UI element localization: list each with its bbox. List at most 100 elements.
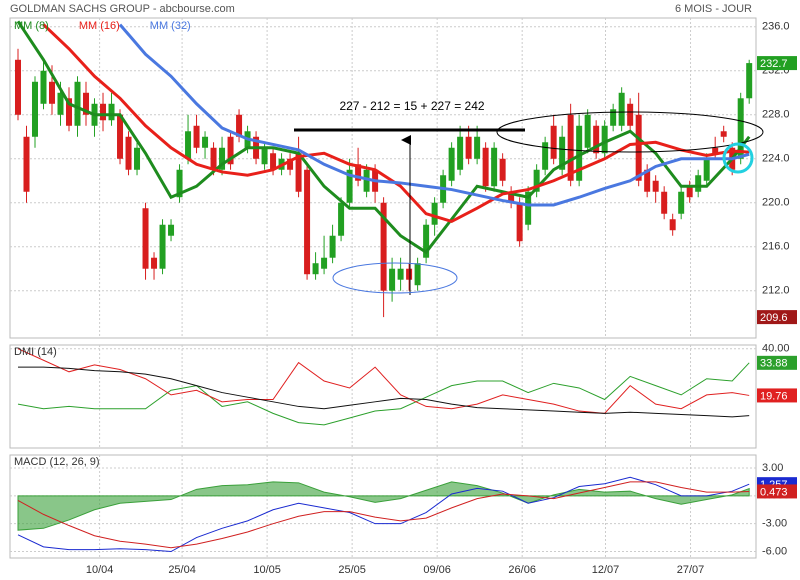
candle-body (108, 103, 115, 121)
price-marker-label: 209.6 (760, 312, 788, 324)
annotation-ellipse (332, 262, 458, 294)
candle-body (380, 202, 387, 291)
candle-body (185, 131, 192, 159)
candle-body (542, 142, 549, 170)
panel-frame (9, 17, 757, 339)
candle-body (168, 224, 175, 236)
candle-body (678, 191, 685, 214)
candle-body (610, 109, 617, 126)
chart-title: GOLDMAN SACHS GROUP - abcbourse.com (10, 3, 235, 15)
last-value-box (757, 355, 797, 370)
last-value-label: 0.473 (760, 486, 788, 498)
candle-body (601, 125, 608, 154)
candle-body (151, 257, 158, 269)
candle-body (584, 114, 591, 148)
chart-subtitle: 6 MOIS - JOUR (675, 3, 752, 15)
last-price-box (757, 56, 797, 71)
candle-body (550, 125, 557, 159)
candle-body (703, 158, 710, 181)
candle-body (499, 158, 506, 181)
histogram-area (17, 481, 750, 531)
candle-body (414, 263, 421, 286)
y-tick-label: 212.0 (762, 285, 790, 297)
candle-body (559, 136, 566, 170)
y-tick-label: 236.0 (762, 21, 790, 33)
last-value-label: 33.88 (760, 358, 788, 370)
x-tick-label: 25/04 (168, 564, 196, 576)
candle-body (159, 224, 166, 269)
candle-body (321, 257, 328, 269)
candle-body (363, 169, 370, 192)
candle-body (210, 147, 217, 170)
candle-body (270, 153, 277, 170)
x-tick-label: 10/04 (86, 564, 114, 576)
candle-body (176, 169, 183, 198)
candle-body (474, 136, 481, 159)
candle-body (134, 147, 141, 170)
line-series (17, 481, 750, 549)
candle-body (295, 153, 302, 192)
candle-body (236, 114, 243, 137)
x-tick-label: 27/07 (677, 564, 705, 576)
candle-body (14, 59, 21, 115)
candle-body (49, 81, 56, 104)
panel-title: DMI (14) (14, 346, 57, 358)
candle-body (533, 169, 540, 192)
candle-body (312, 263, 319, 275)
candle-body (593, 125, 600, 154)
plot-area (14, 20, 753, 318)
candle-body (465, 136, 472, 159)
y-tick-label: 3.00 (762, 462, 783, 474)
x-tick-label: 25/05 (338, 564, 366, 576)
line-series (17, 348, 750, 414)
line-series (17, 362, 750, 426)
candle-body (304, 169, 311, 275)
candle-body (635, 114, 642, 181)
x-tick-label: 10/05 (253, 564, 281, 576)
candle-body (287, 158, 294, 170)
candle-body (686, 186, 693, 198)
panel-frame (9, 454, 757, 559)
candle-body (329, 235, 336, 258)
candle-body (389, 268, 396, 291)
last-value-box (757, 484, 797, 499)
candle-body (125, 136, 132, 170)
candle-body (644, 169, 651, 192)
last-value-label: 19.76 (760, 390, 788, 402)
legend-entry: MM (32) (150, 20, 191, 32)
candle-body (193, 125, 200, 148)
y-tick-label: 224.0 (762, 153, 790, 165)
x-tick-label: 26/06 (508, 564, 536, 576)
candle-body (31, 81, 38, 137)
candle-body (525, 191, 532, 225)
candle-body (117, 114, 124, 159)
y-tick-label: 228.0 (762, 109, 790, 121)
candle-body (618, 92, 625, 126)
candle-body (261, 147, 268, 165)
candle-body (508, 191, 515, 203)
candle-body (652, 180, 659, 192)
candle-body (423, 224, 430, 258)
candle-body (669, 219, 676, 231)
candle-body (576, 125, 583, 181)
line-series (16, 20, 751, 255)
y-tick-label: 220.0 (762, 197, 790, 209)
candle-body (516, 202, 523, 242)
candle-body (346, 169, 353, 203)
panel-title: MACD (12, 26, 9) (14, 456, 100, 468)
candle-body (457, 136, 464, 170)
candle-body (720, 131, 727, 137)
candle-body (482, 147, 489, 187)
candle-body (491, 147, 498, 187)
panel-frame (9, 344, 757, 449)
line-series (118, 23, 750, 207)
legend-entry: MM (16) (79, 20, 120, 32)
candle-body (712, 147, 719, 154)
candle-body (227, 136, 234, 165)
x-tick-label: 12/07 (592, 564, 620, 576)
annotation-ellipse (496, 111, 764, 153)
candle-body (219, 147, 226, 170)
candle-body (202, 136, 209, 148)
line-series (17, 476, 750, 553)
